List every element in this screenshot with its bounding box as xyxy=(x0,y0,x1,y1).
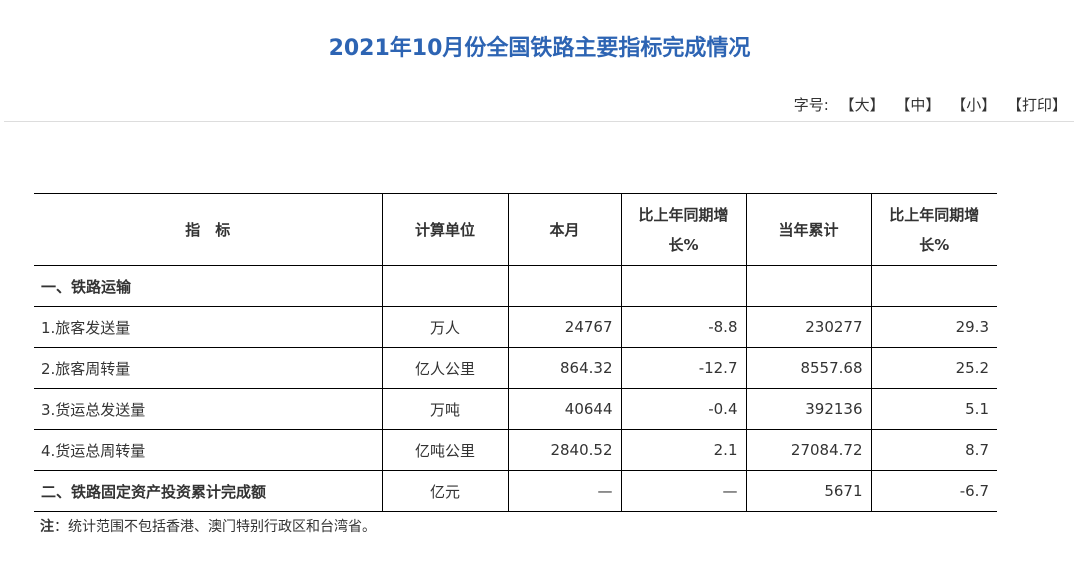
row-unit: 万人 xyxy=(381,306,509,348)
row-yoy-ytd: 8.7 xyxy=(870,429,997,471)
row-yoy-month: -0.4 xyxy=(620,388,747,430)
row-ytd: 8557.68 xyxy=(745,347,872,389)
row-yoy-ytd: 29.3 xyxy=(870,306,997,348)
header-indicator: 指 标 xyxy=(34,193,383,266)
header-yoy-ytd: 比上年同期增 长% xyxy=(870,193,997,266)
header-yoy-month: 比上年同期增 长% xyxy=(620,193,747,266)
table-row: 2.旅客周转量 亿人公里 864.32 -12.7 8557.68 25.2 xyxy=(34,347,997,389)
row-ytd: 5671 xyxy=(745,470,872,512)
row-yoy-month: 2.1 xyxy=(620,429,747,471)
header-yoy-ytd-line1: 比上年同期增 xyxy=(889,205,980,224)
font-size-toolbar: 字号: 【大】 【中】 【小】 【打印】 xyxy=(794,94,1067,115)
row-ytd: 27084.72 xyxy=(745,429,872,471)
table-row: 4.货运总周转量 亿吨公里 2840.52 2.1 27084.72 8.7 xyxy=(34,429,997,471)
row-name: 4.货运总周转量 xyxy=(34,429,383,471)
header-yoy-month-line1: 比上年同期增 xyxy=(638,205,729,224)
table-row: 二、铁路固定资产投资累计完成额 亿元 — — 5671 -6.7 xyxy=(34,470,997,512)
header-yoy-ytd-line2: 长% xyxy=(919,235,950,254)
row-unit: 万吨 xyxy=(381,388,509,430)
header-unit: 计算单位 xyxy=(381,193,509,266)
footnote: 注：统计范围不包括香港、澳门特别行政区和台湾省。 xyxy=(40,516,376,536)
indicator-table: 指 标 计算单位 本月 比上年同期增 长% 当年累计 比上年同期增 长% 一、铁路运… xyxy=(34,193,997,512)
row-name: 1.旅客发送量 xyxy=(34,306,383,348)
row-name: 一、铁路运输 xyxy=(34,265,383,307)
row-unit xyxy=(381,265,509,307)
page-title: 2021年10月份全国铁路主要指标完成情况 xyxy=(328,36,751,61)
row-this-month xyxy=(507,265,622,307)
row-name: 3.货运总发送量 xyxy=(34,388,383,430)
row-name: 2.旅客周转量 xyxy=(34,347,383,389)
row-this-month: 2840.52 xyxy=(507,429,622,471)
row-ytd: 392136 xyxy=(745,388,872,430)
font-small-link[interactable]: 【小】 xyxy=(951,96,997,114)
row-ytd xyxy=(745,265,872,307)
row-ytd: 230277 xyxy=(745,306,872,348)
row-yoy-ytd: -6.7 xyxy=(870,470,997,512)
header-this-month: 本月 xyxy=(507,193,622,266)
table-row: 3.货运总发送量 万吨 40644 -0.4 392136 5.1 xyxy=(34,388,997,430)
row-unit: 亿人公里 xyxy=(381,347,509,389)
row-yoy-ytd: 5.1 xyxy=(870,388,997,430)
font-size-label: 字号: xyxy=(793,96,829,114)
row-yoy-month: -8.8 xyxy=(620,306,747,348)
row-name: 二、铁路固定资产投资累计完成额 xyxy=(34,470,383,512)
table-row: 1.旅客发送量 万人 24767 -8.8 230277 29.3 xyxy=(34,306,997,348)
font-medium-link[interactable]: 【中】 xyxy=(895,96,941,114)
header-ytd: 当年累计 xyxy=(745,193,872,266)
print-link[interactable]: 【打印】 xyxy=(1006,96,1067,114)
row-unit: 亿吨公里 xyxy=(381,429,509,471)
footnote-label: 注 xyxy=(40,519,54,535)
header-divider xyxy=(4,121,1074,122)
row-this-month: 864.32 xyxy=(507,347,622,389)
footnote-text: ：统计范围不包括香港、澳门特别行政区和台湾省。 xyxy=(54,519,376,535)
row-this-month: 24767 xyxy=(507,306,622,348)
row-yoy-month: — xyxy=(620,470,747,512)
row-unit: 亿元 xyxy=(381,470,509,512)
row-this-month: — xyxy=(507,470,622,512)
row-yoy-ytd: 25.2 xyxy=(870,347,997,389)
row-yoy-month: -12.7 xyxy=(620,347,747,389)
row-yoy-month xyxy=(620,265,747,307)
header-yoy-month-line2: 长% xyxy=(668,235,699,254)
font-large-link[interactable]: 【大】 xyxy=(839,96,885,114)
row-this-month: 40644 xyxy=(507,388,622,430)
table-row: 一、铁路运输 xyxy=(34,265,997,307)
row-yoy-ytd xyxy=(870,265,997,307)
table-header-row: 指 标 计算单位 本月 比上年同期增 长% 当年累计 比上年同期增 长% xyxy=(34,193,997,266)
